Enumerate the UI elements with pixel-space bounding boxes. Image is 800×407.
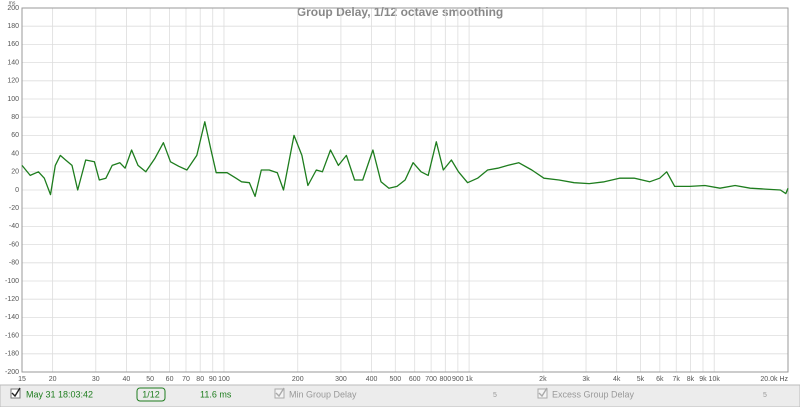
checkbox[interactable]: [274, 388, 285, 399]
y-tick-label: -200: [5, 369, 19, 376]
x-tick-label: 600: [409, 376, 421, 383]
x-tick-label: 60: [166, 376, 174, 383]
x-tick-label: 80: [196, 376, 204, 383]
min-value: 5: [493, 392, 497, 399]
y-tick-label: -100: [5, 278, 19, 285]
y-tick-label: 200: [7, 5, 19, 12]
x-tick-label: 300: [335, 376, 347, 383]
check: [275, 387, 285, 398]
x-tick-label: 3k: [582, 376, 590, 383]
x-tick-label: 800: [439, 376, 451, 383]
x-tick-label: 50: [146, 376, 154, 383]
x-tick-label: 10k: [709, 376, 721, 383]
min-label: Min Group Delay: [289, 389, 357, 399]
checkbox[interactable]: [10, 388, 21, 399]
x-tick-label: 700: [425, 376, 437, 383]
y-tick-label: -20: [9, 205, 19, 212]
x-tick-label: 5k: [637, 376, 645, 383]
status-bar: [0, 384, 800, 407]
y-tick-label: -180: [5, 351, 19, 358]
smoothing-box[interactable]: [136, 387, 166, 402]
x-tick-label: 90: [209, 376, 217, 383]
y-tick-label: -120: [5, 296, 19, 303]
y-tick-label: 80: [11, 114, 19, 121]
y-tick-label: 60: [11, 132, 19, 139]
y-tick-label: 100: [7, 96, 19, 103]
x-tick-label: 70: [182, 376, 190, 383]
series-name: May 31 18:03:42: [26, 389, 93, 399]
x-tick-label: 6k: [656, 376, 664, 383]
x-tick-label: 15: [18, 376, 26, 383]
plot-frame: [21, 7, 789, 373]
checkbox[interactable]: [537, 388, 548, 399]
y-tick-label: 0: [15, 187, 19, 194]
check: [538, 387, 548, 398]
y-unit: ms: [9, 0, 16, 6]
x-tick-label: 1k: [465, 376, 473, 383]
smoothing: 1/12: [142, 389, 160, 399]
x-tick-label: 900: [452, 376, 464, 383]
check: [11, 387, 21, 398]
y-tick-label: 120: [7, 78, 19, 85]
delay: 11.6 ms: [200, 389, 232, 399]
y-tick-label: -60: [9, 241, 19, 248]
x-tick-label: 500: [389, 376, 401, 383]
x-tick-label: 7k: [673, 376, 681, 383]
y-tick-label: 140: [7, 59, 19, 66]
excess-value: 5: [763, 392, 767, 399]
y-tick-label: 20: [11, 169, 19, 176]
y-tick-label: -160: [5, 332, 19, 339]
chart-title: Group Delay, 1/12 octave smoothing: [297, 5, 504, 19]
y-tick-label: -80: [9, 260, 19, 267]
x-tick-label: 20: [49, 376, 57, 383]
x-tick-label: 40: [123, 376, 131, 383]
x-tick-label: 2k: [539, 376, 547, 383]
excess-label: Excess Group Delay: [552, 389, 635, 399]
y-tick-label: 40: [11, 150, 19, 157]
x-tick-label: 8k: [687, 376, 695, 383]
x-tick-label: 100: [218, 376, 230, 383]
x-tick-label: 9k: [699, 376, 707, 383]
x-tick-label: 20.0k Hz: [760, 376, 788, 383]
series-line: [21, 121, 789, 198]
y-tick-label: -40: [9, 223, 19, 230]
y-tick-label: 160: [7, 41, 19, 48]
x-tick-label: 30: [92, 376, 100, 383]
y-tick-label: 180: [7, 23, 19, 30]
x-tick-label: 4k: [613, 376, 621, 383]
y-tick-label: -140: [5, 314, 19, 321]
x-tick-label: 200: [292, 376, 304, 383]
x-tick-label: 400: [366, 376, 378, 383]
